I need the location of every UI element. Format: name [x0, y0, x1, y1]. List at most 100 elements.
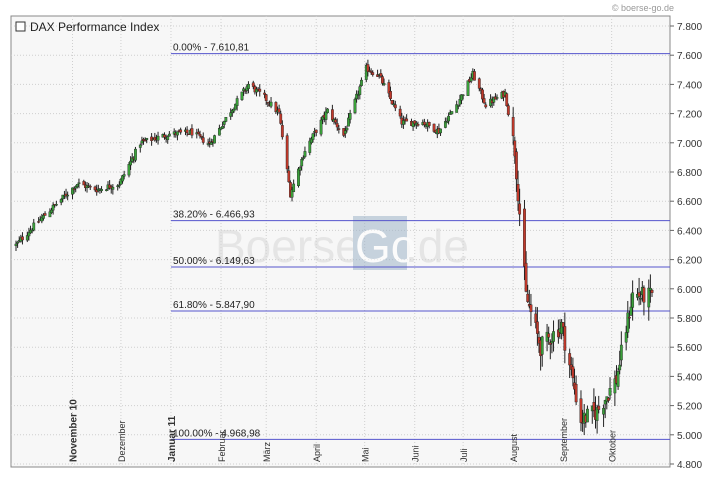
candle-down [592, 402, 596, 411]
candle-down [163, 134, 166, 138]
candle-down [482, 98, 486, 104]
candle-up [75, 184, 79, 187]
candle-up [222, 120, 226, 125]
candle-down [390, 100, 394, 105]
candle-down [258, 88, 262, 92]
candle-down [179, 129, 183, 133]
candle-up [443, 121, 447, 128]
candle-down [523, 208, 526, 267]
candle-up [166, 136, 170, 140]
y-tick-label: 5.800 [677, 314, 702, 325]
candle-up [343, 130, 347, 134]
candle-up [104, 189, 108, 191]
x-month-label: Oktober [608, 430, 618, 462]
source-label: © boerse-go.de [612, 3, 674, 13]
candle-up [221, 125, 225, 129]
candle-down [563, 326, 567, 351]
x-month-label: Mai [361, 447, 371, 462]
candle-up [319, 119, 323, 135]
candle-up [156, 135, 160, 141]
candle-up [326, 108, 329, 113]
y-tick-label: 6.200 [677, 256, 702, 267]
candle-up [456, 104, 460, 107]
candle-down [427, 122, 431, 126]
candle-down [405, 118, 409, 122]
candle-down [334, 119, 338, 123]
fib-level-label: 38.20% - 6.466,93 [173, 210, 255, 221]
x-month-label: August [509, 433, 519, 462]
candle-down [379, 73, 383, 77]
fib-level-label: 100.00% - 4.968,98 [173, 428, 261, 439]
candle-up [595, 407, 599, 421]
candle-down [143, 140, 147, 142]
candle-up [360, 79, 363, 86]
candle-up [66, 194, 70, 197]
candle-down [198, 134, 202, 137]
candle-up [311, 133, 315, 140]
candle-up [602, 407, 605, 415]
candle-up [382, 83, 386, 86]
candle-down [628, 316, 631, 319]
candle-up [235, 98, 239, 106]
legend: DAX Performance Index [15, 20, 159, 34]
candle-up [292, 183, 296, 193]
candle-down [93, 186, 97, 191]
candle-down [526, 293, 530, 302]
watermark-boxed: Go [355, 220, 416, 272]
candle-down [574, 383, 578, 403]
candle-up [445, 121, 449, 124]
candle-down [511, 116, 515, 137]
candle-down [287, 170, 291, 183]
candle-down [72, 188, 76, 191]
candle-up [461, 94, 465, 97]
legend-checkbox-icon [15, 21, 26, 32]
candle-down [277, 108, 281, 113]
candle-up [121, 175, 124, 182]
candle-up [240, 91, 244, 100]
candle-up [613, 378, 617, 394]
candle-down [43, 213, 47, 216]
candle-up [213, 135, 216, 144]
fib-level-label: 61.80% - 5.847,90 [173, 300, 255, 311]
candle-down [88, 185, 92, 188]
candle-down [506, 105, 510, 115]
candle-down [416, 123, 420, 126]
candle-up [48, 211, 52, 218]
candle-up [51, 204, 55, 211]
candle-up [54, 204, 58, 206]
candle-up [647, 287, 651, 308]
candle-up [586, 408, 589, 423]
candle-up [345, 127, 349, 131]
candle-up [138, 144, 142, 148]
y-tick-label: 7.000 [677, 139, 702, 150]
candle-down [637, 292, 641, 297]
candle-up [466, 80, 470, 96]
watermark-left: Boerse [215, 220, 361, 272]
candle-up [209, 142, 213, 145]
candle-down [381, 76, 384, 84]
candle-down [516, 184, 520, 202]
fibonacci-levels: 0.00% - 7.610,81 38.20% - 6.466,93 50.00% … [170, 43, 670, 440]
candle-down [285, 135, 289, 170]
y-axis: 7.800 7.600 7.400 7.200 7.000 6.800 6.600 6.400… [670, 22, 702, 471]
x-month-label: Januar 11 [167, 415, 178, 462]
candle-down [642, 287, 646, 303]
candle-up [232, 108, 236, 112]
candle-up [629, 306, 633, 316]
candle-up [308, 140, 312, 153]
y-tick-label: 6.800 [677, 168, 702, 179]
candle-up [50, 209, 53, 213]
candle-down [263, 92, 266, 95]
candle-up [619, 344, 623, 361]
candle-down [547, 333, 551, 338]
candle-down [330, 109, 334, 121]
candle-down [579, 398, 583, 423]
y-tick-label: 6.600 [677, 197, 702, 208]
candle-down [200, 135, 204, 138]
candle-down [314, 129, 318, 133]
x-month-label: Juli [459, 448, 469, 462]
fib-level-label: 0.00% - 7.610,81 [173, 43, 250, 54]
candle-down [477, 78, 481, 89]
y-tick-label: 7.400 [677, 80, 702, 91]
